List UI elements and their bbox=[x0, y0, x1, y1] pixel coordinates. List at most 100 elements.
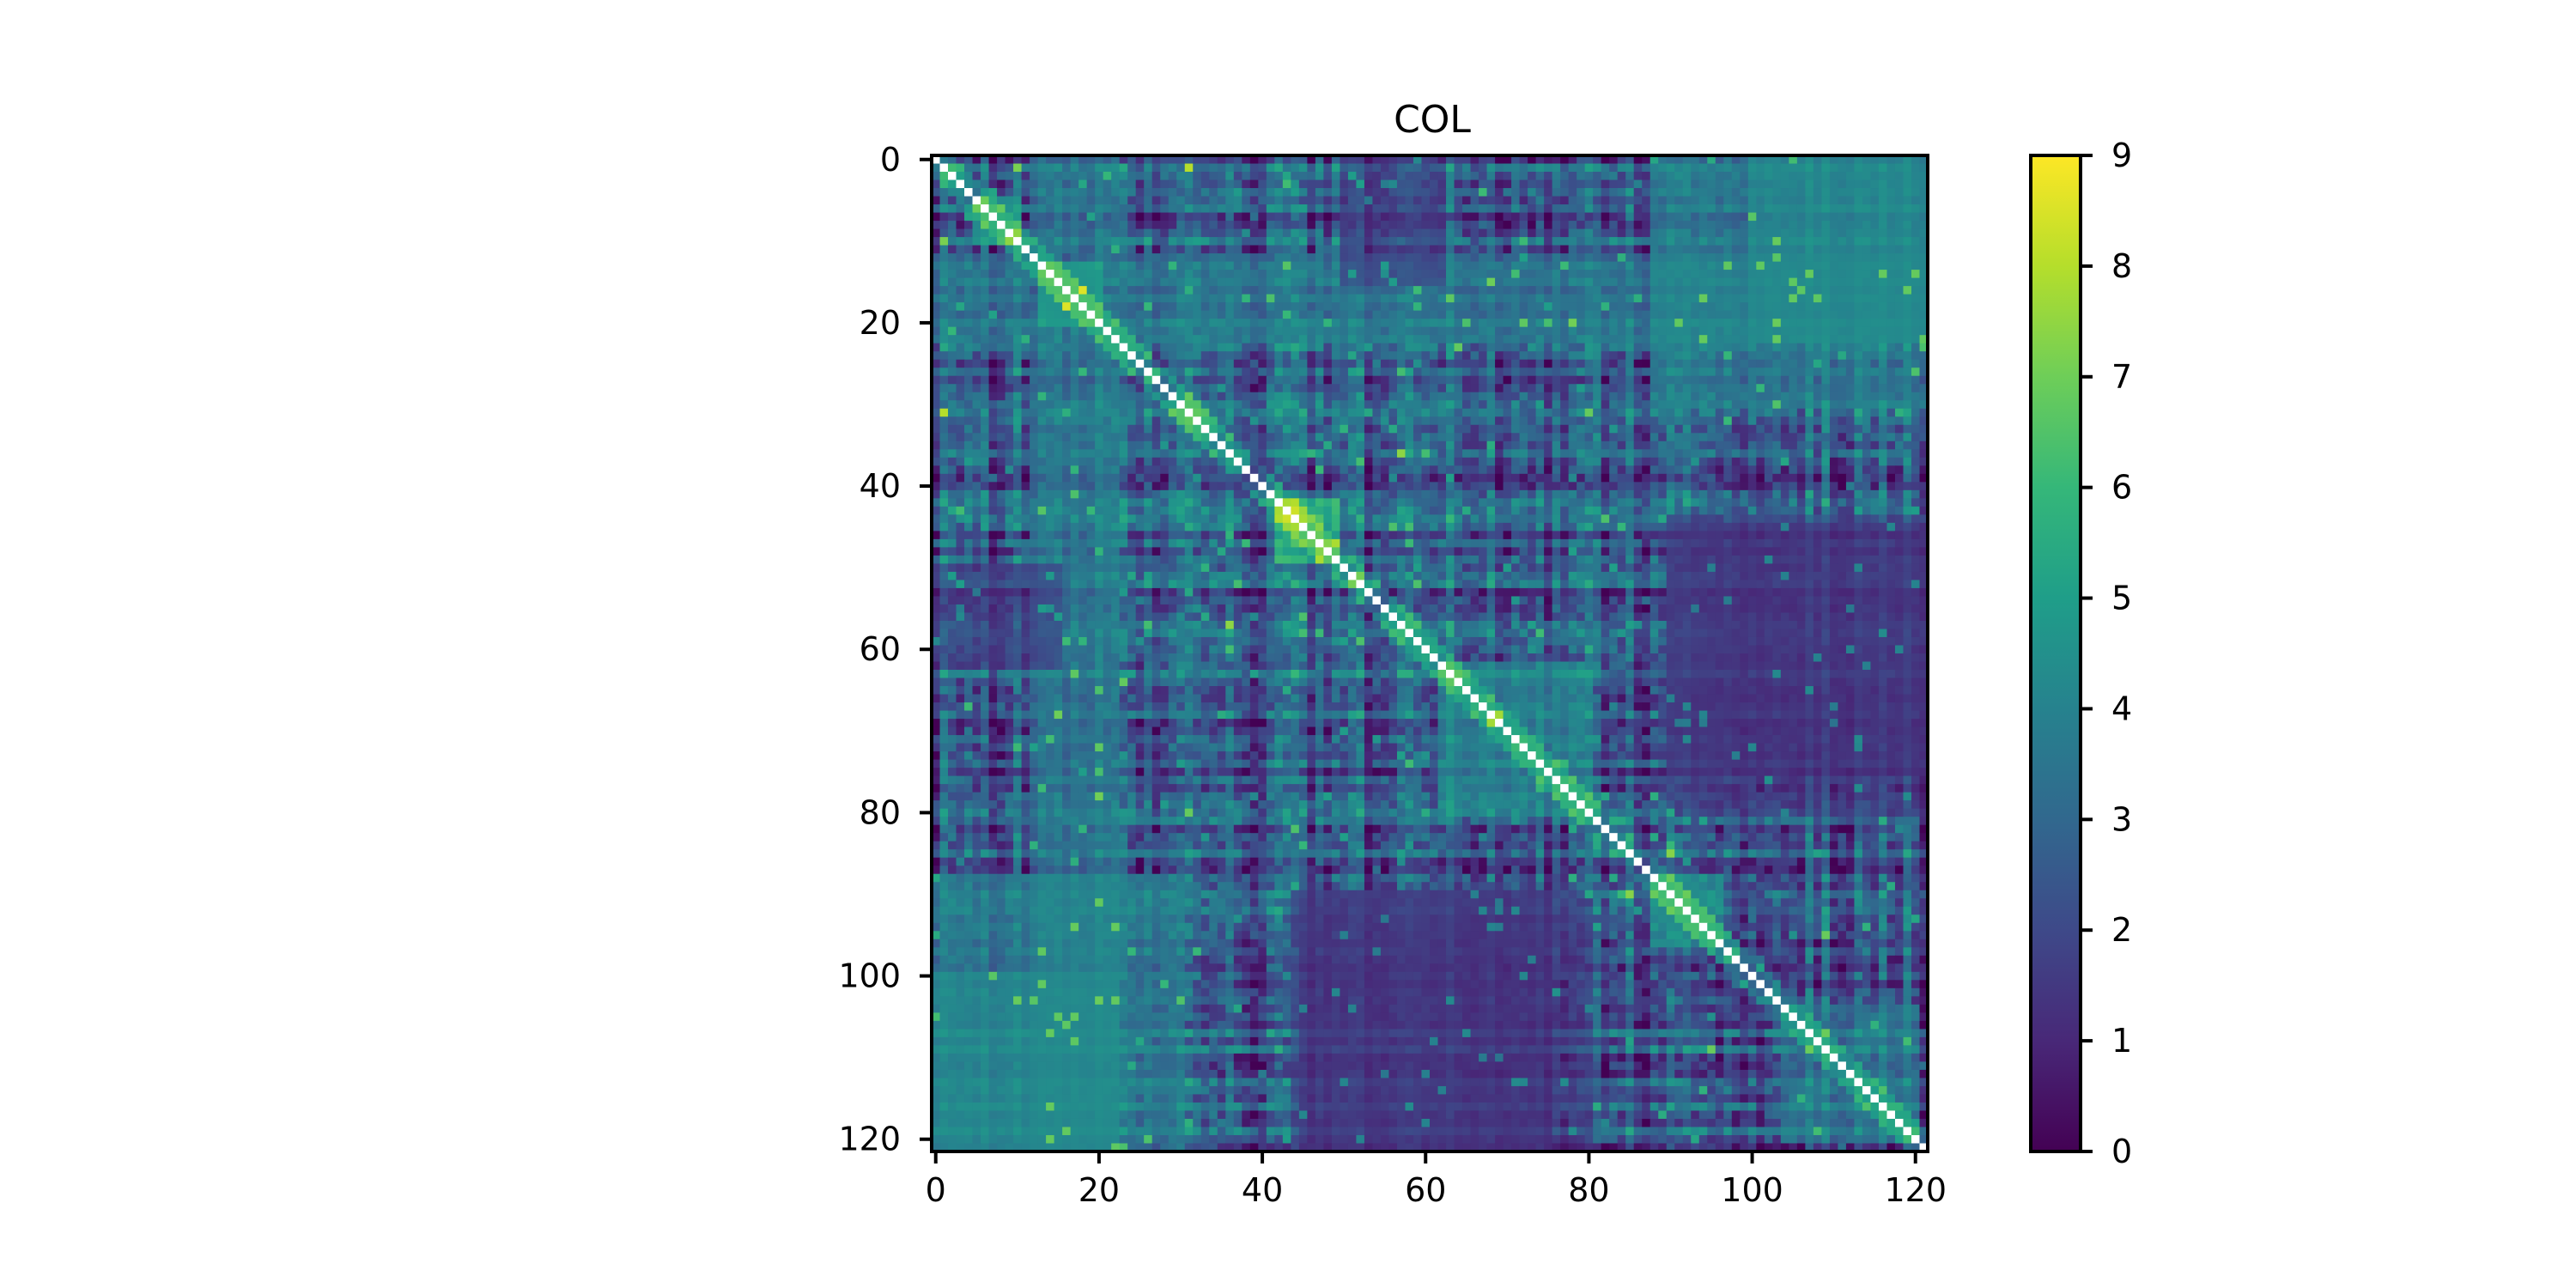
heatmap-cell bbox=[1437, 326, 1447, 336]
heatmap-cell bbox=[1111, 433, 1121, 442]
heatmap-cell bbox=[972, 163, 981, 173]
heatmap-cell bbox=[1462, 221, 1472, 230]
heatmap-cell bbox=[1577, 270, 1586, 279]
heatmap-cell bbox=[1021, 228, 1030, 238]
heatmap-cell bbox=[1633, 253, 1643, 263]
heatmap-cell bbox=[1691, 237, 1700, 246]
heatmap-cell bbox=[1184, 473, 1194, 483]
heatmap-cell bbox=[1682, 310, 1692, 319]
heatmap-cell bbox=[1486, 335, 1496, 344]
heatmap-cell bbox=[1911, 163, 1921, 173]
heatmap-cell bbox=[1740, 359, 1749, 368]
heatmap-cell bbox=[1544, 408, 1553, 417]
heatmap-cell bbox=[932, 351, 941, 361]
heatmap-cell bbox=[1307, 335, 1316, 344]
heatmap-cell bbox=[1356, 302, 1365, 312]
heatmap-cell bbox=[1225, 270, 1235, 279]
heatmap-cell bbox=[1258, 245, 1267, 254]
heatmap-cell bbox=[1258, 335, 1267, 344]
heatmap-cell bbox=[1291, 155, 1300, 165]
heatmap-cell bbox=[1307, 351, 1316, 361]
heatmap-cell bbox=[1698, 155, 1708, 165]
heatmap-cell bbox=[1528, 221, 1537, 230]
heatmap-cell bbox=[1698, 465, 1708, 475]
heatmap-cell bbox=[964, 392, 974, 401]
heatmap-cell bbox=[1535, 408, 1545, 417]
heatmap-cell bbox=[1854, 237, 1863, 246]
heatmap-cell bbox=[1331, 204, 1341, 214]
heatmap-cell bbox=[1577, 319, 1586, 328]
heatmap-cell bbox=[1225, 172, 1235, 181]
heatmap-cell bbox=[1266, 351, 1275, 361]
heatmap-cell bbox=[1789, 277, 1798, 287]
heatmap-cell bbox=[1046, 163, 1055, 173]
heatmap-cell bbox=[1413, 375, 1423, 385]
heatmap-cell bbox=[932, 294, 941, 303]
heatmap-cell bbox=[1756, 277, 1765, 287]
heatmap-cell bbox=[1577, 482, 1586, 491]
heatmap-cell bbox=[1323, 416, 1333, 426]
heatmap-cell bbox=[1503, 416, 1512, 426]
heatmap-cell bbox=[1764, 253, 1773, 263]
heatmap-cell bbox=[1593, 343, 1602, 352]
heatmap-cell bbox=[1747, 261, 1757, 270]
heatmap-cell bbox=[1021, 204, 1030, 214]
heatmap-cell bbox=[1446, 449, 1455, 459]
heatmap-cell bbox=[1886, 408, 1896, 417]
heatmap-cell bbox=[1780, 408, 1789, 417]
heatmap-cell bbox=[988, 335, 998, 344]
heatmap-cell bbox=[1258, 375, 1267, 385]
heatmap-cell bbox=[1446, 179, 1455, 189]
heatmap-cell bbox=[1838, 384, 1847, 393]
heatmap-cell bbox=[981, 212, 990, 222]
heatmap-cell bbox=[1037, 188, 1047, 197]
heatmap-cell bbox=[1723, 294, 1733, 303]
heatmap-cell bbox=[1323, 212, 1333, 222]
heatmap-cell bbox=[1380, 179, 1390, 189]
heatmap-cell bbox=[1584, 253, 1594, 263]
heatmap-cell bbox=[1691, 261, 1700, 270]
heatmap-cell bbox=[1103, 172, 1112, 181]
heatmap-cell bbox=[1242, 212, 1251, 222]
heatmap-cell bbox=[1249, 221, 1259, 230]
heatmap-cell bbox=[1870, 408, 1880, 417]
heatmap-cell bbox=[1127, 449, 1137, 459]
heatmap-cell bbox=[1486, 392, 1496, 401]
heatmap-cell bbox=[972, 335, 981, 344]
heatmap-cell bbox=[1430, 310, 1439, 319]
heatmap-cell bbox=[1503, 228, 1512, 238]
heatmap-cell bbox=[1470, 473, 1479, 483]
heatmap-cell bbox=[1584, 424, 1594, 434]
heatmap-cell bbox=[1274, 343, 1284, 352]
heatmap-cell bbox=[1747, 335, 1757, 344]
heatmap-cell bbox=[1062, 270, 1072, 279]
heatmap-cell bbox=[1519, 188, 1528, 197]
heatmap-cell bbox=[1282, 335, 1291, 344]
heatmap-cell bbox=[1821, 188, 1831, 197]
heatmap-cell bbox=[1805, 212, 1814, 222]
heatmap-cell bbox=[1095, 310, 1104, 319]
heatmap-cell bbox=[1772, 433, 1782, 442]
heatmap-cell bbox=[1347, 188, 1358, 197]
heatmap-cell bbox=[1323, 449, 1333, 459]
heatmap-cell bbox=[1151, 335, 1161, 344]
heatmap-cell bbox=[1625, 424, 1635, 434]
heatmap-cell bbox=[1454, 270, 1463, 279]
heatmap-cell bbox=[1715, 368, 1724, 377]
heatmap-cell bbox=[1625, 416, 1635, 426]
heatmap-cell bbox=[1584, 302, 1594, 312]
heatmap-cell bbox=[1454, 245, 1463, 254]
heatmap-cell bbox=[1095, 155, 1104, 165]
heatmap-cell bbox=[1111, 294, 1121, 303]
heatmap-cell bbox=[1396, 188, 1406, 197]
heatmap-cell bbox=[1642, 310, 1651, 319]
heatmap-cell bbox=[1095, 351, 1104, 361]
heatmap-cell bbox=[1601, 433, 1610, 442]
heatmap-cell bbox=[1862, 433, 1872, 442]
heatmap-cell bbox=[1495, 261, 1504, 270]
heatmap-cell bbox=[1470, 179, 1479, 189]
heatmap-cell bbox=[1249, 482, 1259, 491]
heatmap-cell bbox=[1878, 351, 1888, 361]
heatmap-cell bbox=[1698, 326, 1708, 336]
heatmap-cell bbox=[1347, 375, 1358, 385]
